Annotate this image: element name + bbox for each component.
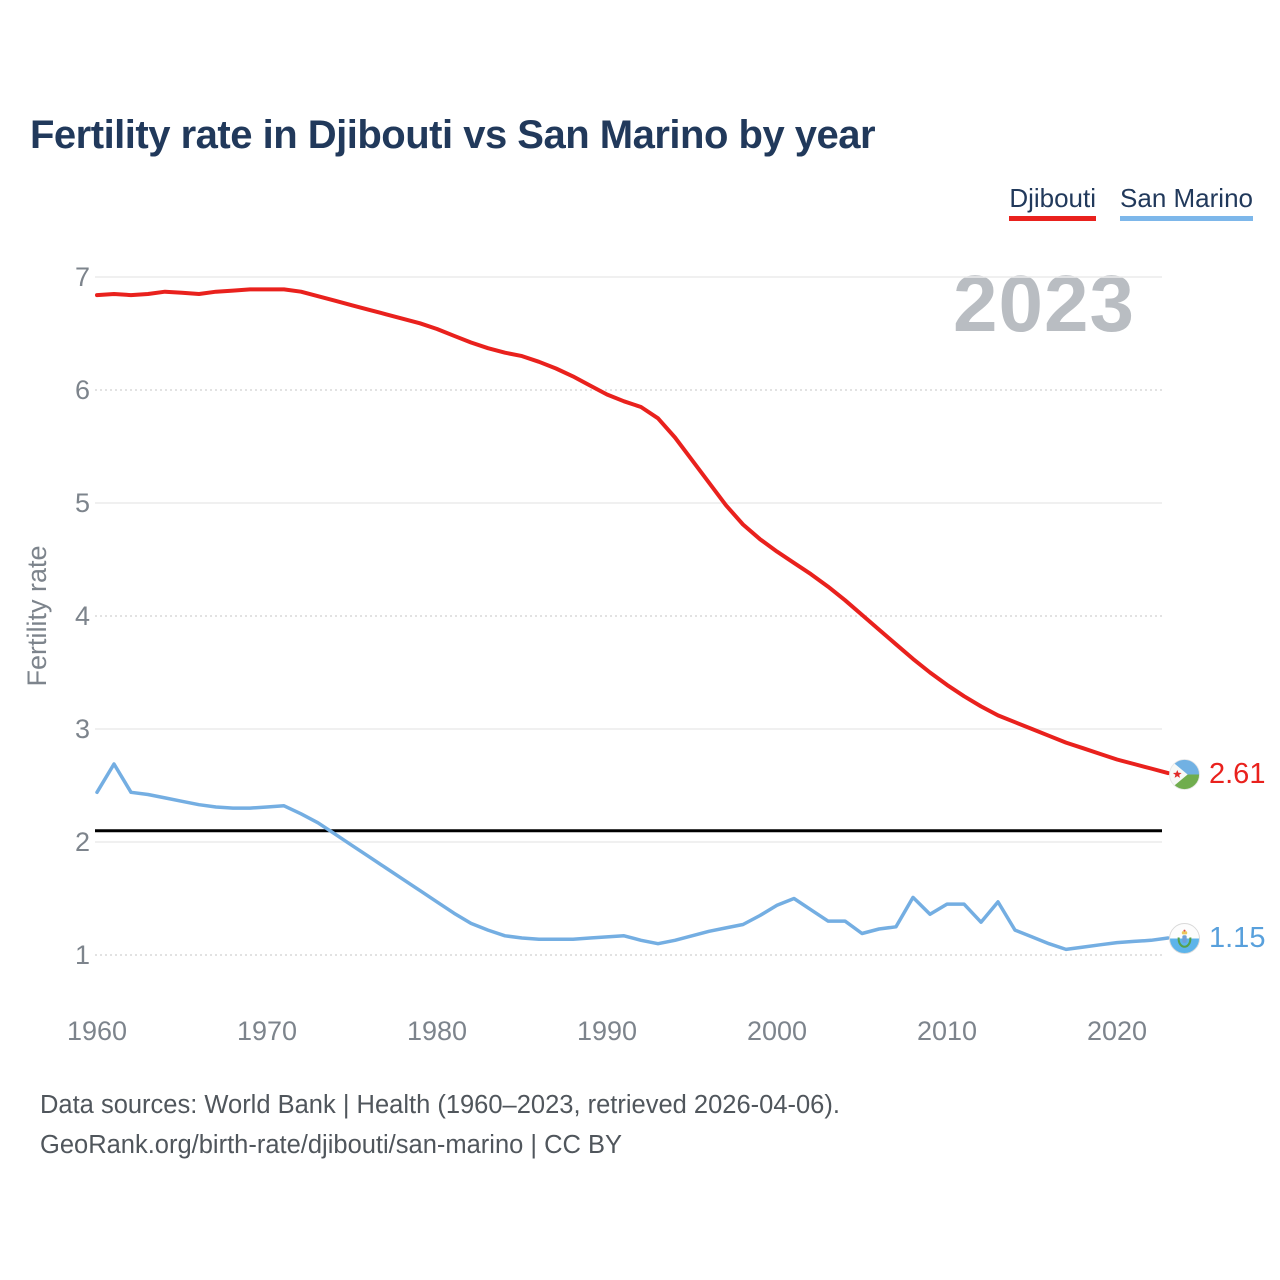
y-tick-label: 5 <box>75 488 90 518</box>
djibouti-line <box>95 287 1170 776</box>
x-tick-label: 1970 <box>237 1016 297 1046</box>
legend: Djibouti San Marino <box>1009 184 1253 221</box>
x-tick-label: 2000 <box>747 1016 807 1046</box>
y-tick-label: 6 <box>75 375 90 405</box>
san-marino-end-label: 1.15 <box>1169 923 1265 954</box>
djibouti-end-label: 2.61 <box>1169 759 1265 790</box>
page-title: Fertility rate in Djibouti vs San Marino… <box>30 113 876 157</box>
y-axis-label: Fertility rate <box>22 545 52 686</box>
footer: Data sources: World Bank | Health (1960–… <box>40 1086 840 1165</box>
djibouti-end-value: 2.61 <box>1209 758 1266 790</box>
san-marino-end-value: 1.15 <box>1209 922 1266 954</box>
san-marino-flag-icon <box>1169 923 1200 954</box>
x-tick-label: 2010 <box>917 1016 977 1046</box>
san-marino-line <box>95 762 1170 952</box>
x-tick-label: 1980 <box>407 1016 467 1046</box>
x-tick-label: 1990 <box>577 1016 637 1046</box>
legend-item-djibouti[interactable]: Djibouti <box>1009 184 1097 221</box>
y-tick-label: 1 <box>75 940 90 970</box>
y-tick-label: 2 <box>75 827 90 857</box>
x-tick-label: 2020 <box>1087 1016 1147 1046</box>
legend-item-san-marino[interactable]: San Marino <box>1120 184 1253 221</box>
y-tick-label: 4 <box>75 601 90 631</box>
attribution-line: GeoRank.org/birth-rate/djibouti/san-mari… <box>40 1130 623 1159</box>
y-tick-label: 7 <box>75 262 90 292</box>
data-sources-line: Data sources: World Bank | Health (1960–… <box>40 1091 840 1119</box>
y-tick-label: 3 <box>75 714 90 744</box>
djibouti-flag-icon <box>1169 759 1200 790</box>
year-watermark: 2023 <box>953 259 1135 348</box>
x-tick-label: 1960 <box>67 1016 127 1046</box>
